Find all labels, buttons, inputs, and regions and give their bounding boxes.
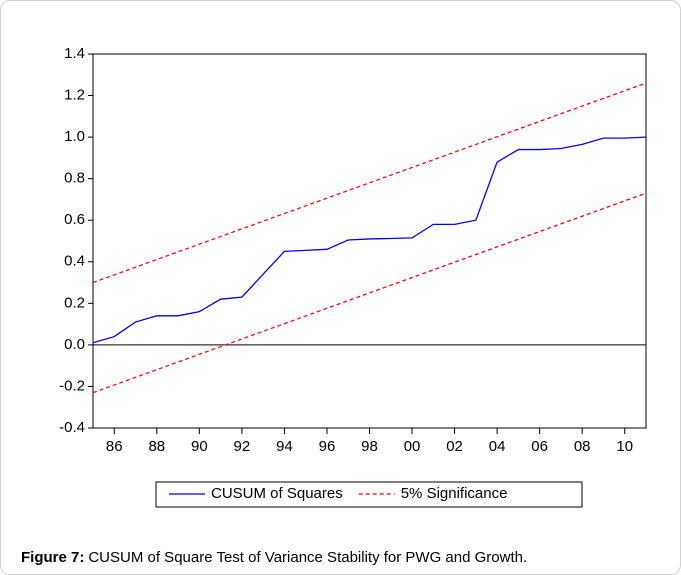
x-tick-label: 90 [191, 438, 208, 455]
y-tick-label: -0.4 [59, 419, 85, 436]
y-tick-label: 1.0 [64, 128, 85, 145]
x-tick-label: 08 [574, 438, 591, 455]
x-tick-label: 96 [319, 438, 336, 455]
series-line [92, 82, 647, 284]
y-tick-label: 1.4 [64, 45, 85, 62]
x-tick-label: 02 [446, 438, 463, 455]
caption: Figure 7: CUSUM of Square Test of Varianc… [21, 549, 527, 566]
legend-box [155, 481, 583, 508]
caption-text: CUSUM of Square Test of Variance Stabili… [88, 549, 527, 566]
series-line [92, 192, 647, 394]
legend-label: 5% Significance [401, 485, 508, 502]
x-tick-label: 86 [106, 438, 123, 455]
caption-label: Figure 7: [21, 549, 84, 566]
y-tick-label: 0.8 [64, 170, 85, 187]
series-line [92, 136, 647, 344]
x-tick-label: 88 [148, 438, 165, 455]
x-tick-label: 94 [276, 438, 293, 455]
y-tick-label: 0.4 [64, 253, 85, 270]
y-tick-label: 0.6 [64, 211, 85, 228]
y-tick-label: -0.2 [59, 377, 85, 394]
y-tick-label: 1.2 [64, 87, 85, 104]
legend-label: CUSUM of Squares [211, 485, 343, 502]
x-tick-label: 06 [531, 438, 548, 455]
y-tick-label: 0.0 [64, 336, 85, 353]
y-tick-label: 0.2 [64, 294, 85, 311]
x-tick-label: 92 [234, 438, 251, 455]
plot-area [92, 53, 647, 429]
x-tick-label: 00 [404, 438, 421, 455]
x-tick-label: 98 [361, 438, 378, 455]
x-tick-label: 04 [489, 438, 506, 455]
x-tick-label: 10 [616, 438, 633, 455]
